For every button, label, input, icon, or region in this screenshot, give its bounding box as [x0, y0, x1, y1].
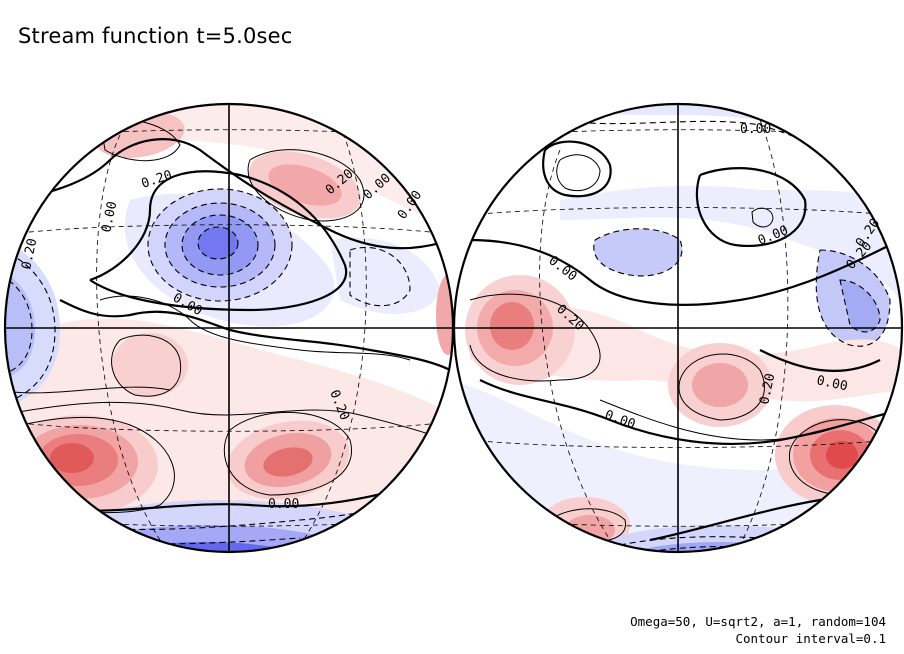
contour-label: 0.00 [99, 200, 120, 234]
parameters-note: Omega=50, U=sqrt2, a=1, random=104 [630, 614, 886, 629]
contour-label: 0.00 [740, 122, 771, 137]
right-hemisphere-outline [452, 102, 904, 554]
contour-label: 0.00 [815, 373, 849, 394]
contour-label: 0.20 [19, 237, 40, 271]
left-shading [5, 104, 453, 552]
right-shading [454, 104, 902, 552]
contour-label: 0.20 [757, 372, 778, 406]
left-hemisphere: 0.20 0.20 0.00 0.00 0.00 0.20 0.00 0.20 … [3, 102, 455, 554]
right-hemisphere: 0.00 0.00 0.20 0.00 0.20 0.20 0.00 0.20 … [452, 102, 904, 554]
contour-label: 0.00 [268, 497, 299, 512]
figure-title: Stream function t=5.0sec [18, 24, 293, 48]
contour-interval-note: Contour interval=0.1 [735, 631, 886, 646]
